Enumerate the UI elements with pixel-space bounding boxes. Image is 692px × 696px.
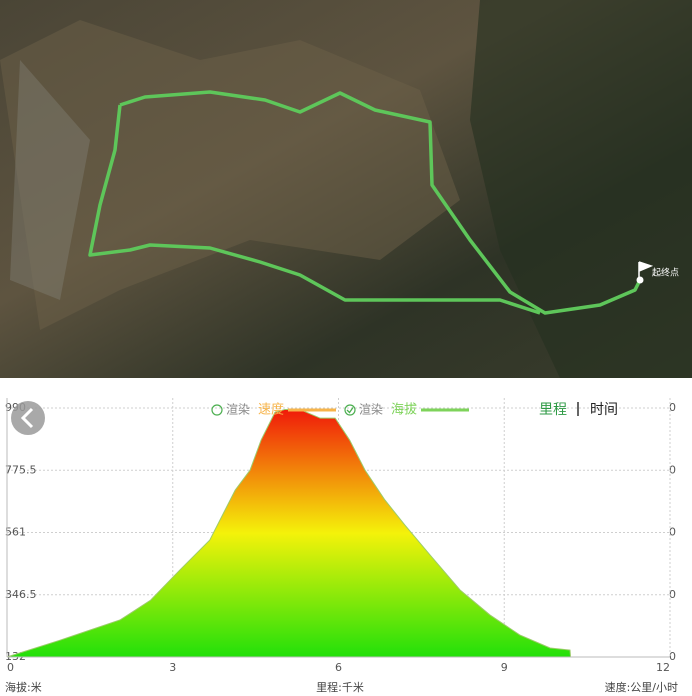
rock <box>10 60 90 300</box>
start-point <box>636 276 644 284</box>
flag <box>638 261 654 280</box>
y2-tick-label: 0 <box>669 401 676 414</box>
x-tick-label: 3 <box>169 661 176 674</box>
legend-name: 海拔 <box>391 403 417 418</box>
legend-toggle-label[interactable]: 渲染 <box>226 402 250 417</box>
y2-tick-label: 0 <box>669 526 676 539</box>
map[interactable]: 起终点 <box>0 0 692 378</box>
y-tick-label: 561 <box>5 526 26 539</box>
x-tick-label: 0 <box>7 661 14 674</box>
legend-toggle-label[interactable]: 渲染 <box>359 402 383 417</box>
toggle-option[interactable]: 时间 <box>590 402 618 418</box>
x-tick-label: 12 <box>656 661 670 674</box>
y-axis-label: 海拔:米 <box>5 680 42 694</box>
plot: 132346.5561775.599000000036912海拔:米里程:千米速… <box>5 398 678 694</box>
route <box>88 90 642 315</box>
legend-check <box>346 407 354 414</box>
back-circle[interactable] <box>11 401 45 435</box>
y2-tick-label: 0 <box>669 588 676 601</box>
x-axis-label: 里程:千米 <box>316 681 364 694</box>
y2-tick-label: 0 <box>669 650 676 663</box>
legend-checkbox[interactable] <box>344 404 356 416</box>
y-tick-label: 775.5 <box>5 463 37 476</box>
back-button[interactable] <box>11 401 45 435</box>
toggle-option[interactable]: 里程 <box>539 402 567 418</box>
legend-checkbox[interactable] <box>211 404 223 416</box>
y2-tick-label: 0 <box>669 463 676 476</box>
x-tick-label: 6 <box>335 661 342 674</box>
y2-axis-label: 速度:公里/小时 <box>605 680 678 694</box>
legend-name: 速度 <box>258 402 284 418</box>
x-tick-label: 9 <box>501 661 508 674</box>
marker-label: 起终点 <box>652 267 679 279</box>
y-tick-label: 346.5 <box>5 588 37 601</box>
back-icon <box>20 407 34 429</box>
elevation-area <box>6 408 572 658</box>
